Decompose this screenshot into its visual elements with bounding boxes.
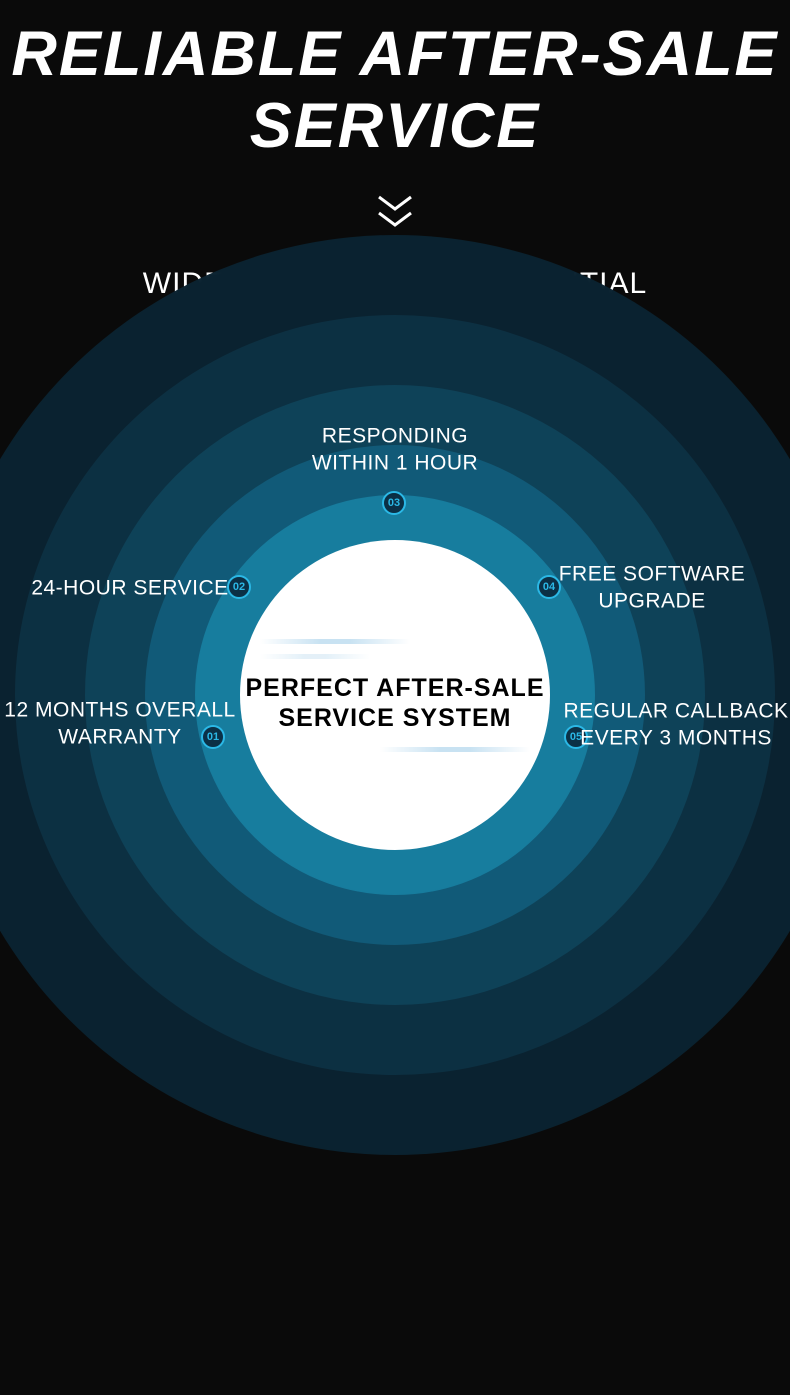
label-04-line1: FREE SOFTWARE [559, 561, 746, 588]
label-05-line2: EVERY 3 MONTHS [563, 725, 788, 752]
center-text: PERFECT AFTER-SALESERVICE SYSTEM [245, 673, 544, 733]
badge-03: 03 [382, 491, 406, 515]
label-04: FREE SOFTWAREUPGRADE [559, 561, 746, 616]
center-text-line2: SERVICE SYSTEM [245, 703, 544, 733]
center-circle: PERFECT AFTER-SALESERVICE SYSTEM [240, 540, 550, 850]
accent-line-bottom [380, 747, 530, 752]
label-03-line1: RESPONDING [312, 423, 478, 450]
radial-diagram: PERFECT AFTER-SALESERVICE SYSTEM [0, 695, 790, 1395]
label-03: RESPONDINGWITHIN 1 HOUR [312, 423, 478, 478]
label-01-line1: 12 MONTHS OVERALL [4, 697, 235, 724]
label-03-line2: WITHIN 1 HOUR [312, 450, 478, 477]
label-04-line2: UPGRADE [559, 588, 746, 615]
accent-line-top [260, 639, 410, 644]
label-05-line1: REGULAR CALLBACK [563, 698, 788, 725]
label-01-line2: WARRANTY [4, 724, 235, 751]
label-02-line1: 24-HOUR SERVICE [31, 574, 228, 601]
label-02: 24-HOUR SERVICE [31, 574, 228, 601]
label-05: REGULAR CALLBACKEVERY 3 MONTHS [563, 698, 788, 753]
label-01: 12 MONTHS OVERALLWARRANTY [4, 697, 235, 752]
badge-02: 02 [227, 575, 251, 599]
center-text-line1: PERFECT AFTER-SALE [245, 673, 544, 703]
accent-line-top2 [260, 654, 370, 659]
chevron-down-icon [0, 193, 790, 233]
main-title: RELIABLE AFTER-SALE SERVICE [0, 0, 790, 163]
badge-04: 04 [537, 575, 561, 599]
